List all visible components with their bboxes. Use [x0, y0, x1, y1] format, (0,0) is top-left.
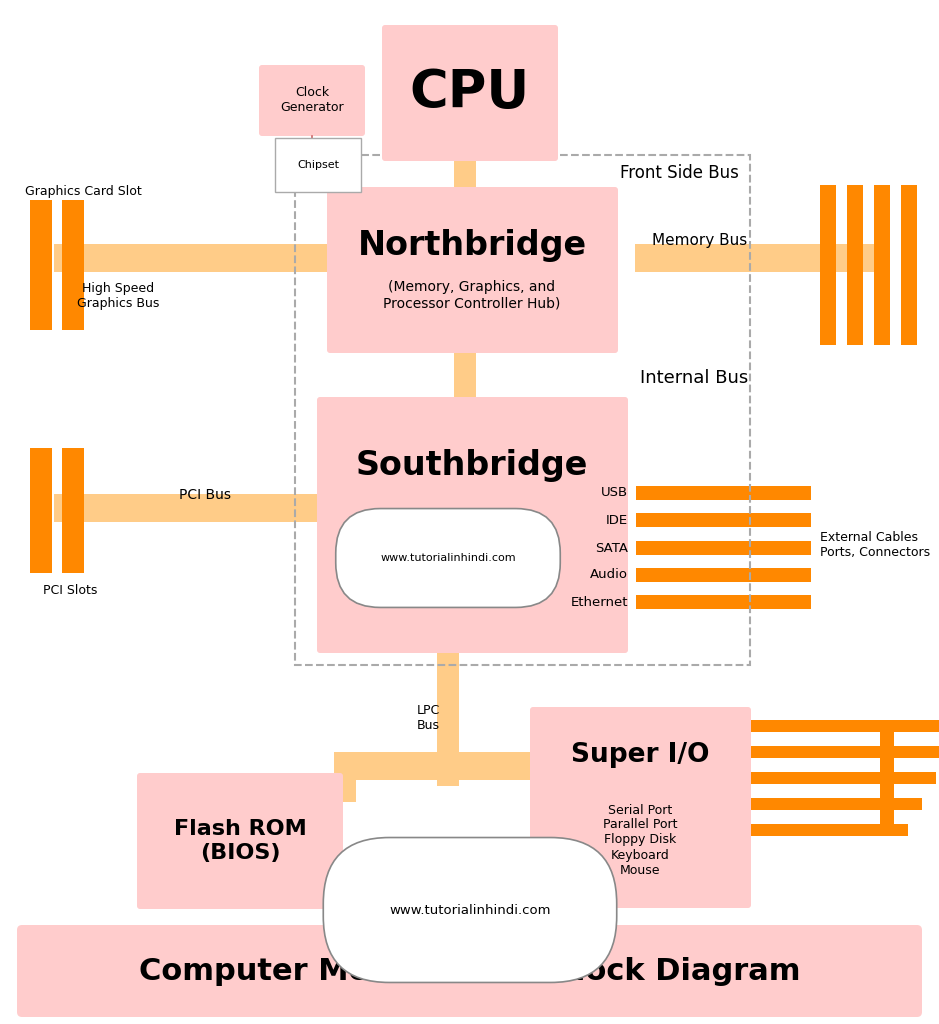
Bar: [750, 720, 880, 732]
Bar: [894, 746, 939, 758]
Bar: [894, 772, 936, 784]
Bar: [62, 449, 84, 573]
Text: (Memory, Graphics, and
Processor Controller Hub): (Memory, Graphics, and Processor Control…: [383, 280, 561, 310]
Text: Southbridge: Southbridge: [356, 449, 588, 481]
Bar: [636, 541, 811, 555]
Bar: [901, 185, 917, 345]
Text: USB: USB: [601, 486, 628, 500]
Text: Computer Motherboard Block Diagram: Computer Motherboard Block Diagram: [139, 957, 801, 986]
Bar: [62, 200, 84, 330]
Text: Clock
Generator: Clock Generator: [280, 86, 344, 114]
Bar: [894, 798, 922, 810]
Text: Internal Bus: Internal Bus: [640, 369, 748, 387]
Bar: [334, 752, 356, 802]
Bar: [820, 185, 836, 345]
Text: Super I/O: Super I/O: [571, 742, 709, 768]
Bar: [635, 244, 880, 272]
Text: SATA: SATA: [595, 542, 628, 555]
Bar: [295, 155, 750, 665]
Text: PCI Slots: PCI Slots: [43, 584, 98, 597]
FancyBboxPatch shape: [17, 925, 922, 1017]
FancyBboxPatch shape: [327, 187, 618, 353]
FancyBboxPatch shape: [137, 773, 343, 909]
Text: PCI Bus: PCI Bus: [179, 488, 231, 502]
Text: Chipset: Chipset: [297, 160, 339, 170]
Bar: [454, 148, 476, 213]
Bar: [636, 568, 811, 582]
Text: Northbridge: Northbridge: [358, 228, 587, 261]
Bar: [636, 513, 811, 527]
Bar: [795, 244, 823, 272]
Text: Front Side Bus: Front Side Bus: [620, 164, 739, 182]
Bar: [54, 244, 76, 272]
Bar: [750, 746, 880, 758]
Text: Memory Bus: Memory Bus: [652, 232, 747, 248]
FancyBboxPatch shape: [317, 397, 628, 653]
Text: Serial Port
Parallel Port
Floppy Disk
Keyboard
Mouse: Serial Port Parallel Port Floppy Disk Ke…: [603, 804, 677, 877]
Bar: [874, 185, 890, 345]
FancyBboxPatch shape: [259, 65, 365, 136]
Text: LPC
Bus: LPC Bus: [416, 705, 439, 732]
Bar: [636, 486, 811, 500]
Bar: [75, 494, 340, 522]
Bar: [30, 449, 52, 573]
Bar: [345, 752, 437, 780]
Text: (I/O Control, External
Port Controller)): (I/O Control, External Port Controller)): [399, 515, 546, 545]
FancyBboxPatch shape: [382, 25, 558, 161]
Bar: [454, 340, 476, 410]
Text: External Cables
Ports, Connectors: External Cables Ports, Connectors: [820, 531, 931, 559]
Text: Flash ROM
(BIOS): Flash ROM (BIOS): [174, 819, 306, 862]
Text: Ethernet: Ethernet: [571, 596, 628, 608]
Text: www.tutorialinhindi.com: www.tutorialinhindi.com: [390, 903, 551, 916]
Bar: [750, 772, 880, 784]
Bar: [847, 185, 863, 345]
Text: IDE: IDE: [606, 513, 628, 526]
Bar: [894, 720, 939, 732]
Bar: [894, 824, 908, 836]
FancyBboxPatch shape: [530, 707, 751, 908]
Bar: [437, 638, 459, 786]
Bar: [636, 595, 811, 609]
Bar: [750, 798, 880, 810]
Bar: [54, 494, 76, 522]
Bar: [459, 752, 533, 780]
Bar: [30, 200, 52, 330]
Bar: [75, 244, 340, 272]
Text: Audio: Audio: [590, 568, 628, 582]
Text: CPU: CPU: [410, 67, 531, 119]
Text: Graphics Card Slot: Graphics Card Slot: [25, 185, 142, 199]
Text: High Speed
Graphics Bus: High Speed Graphics Bus: [77, 282, 160, 310]
Bar: [750, 824, 880, 836]
Bar: [880, 720, 894, 836]
Text: www.tutorialinhindi.com: www.tutorialinhindi.com: [380, 553, 516, 563]
